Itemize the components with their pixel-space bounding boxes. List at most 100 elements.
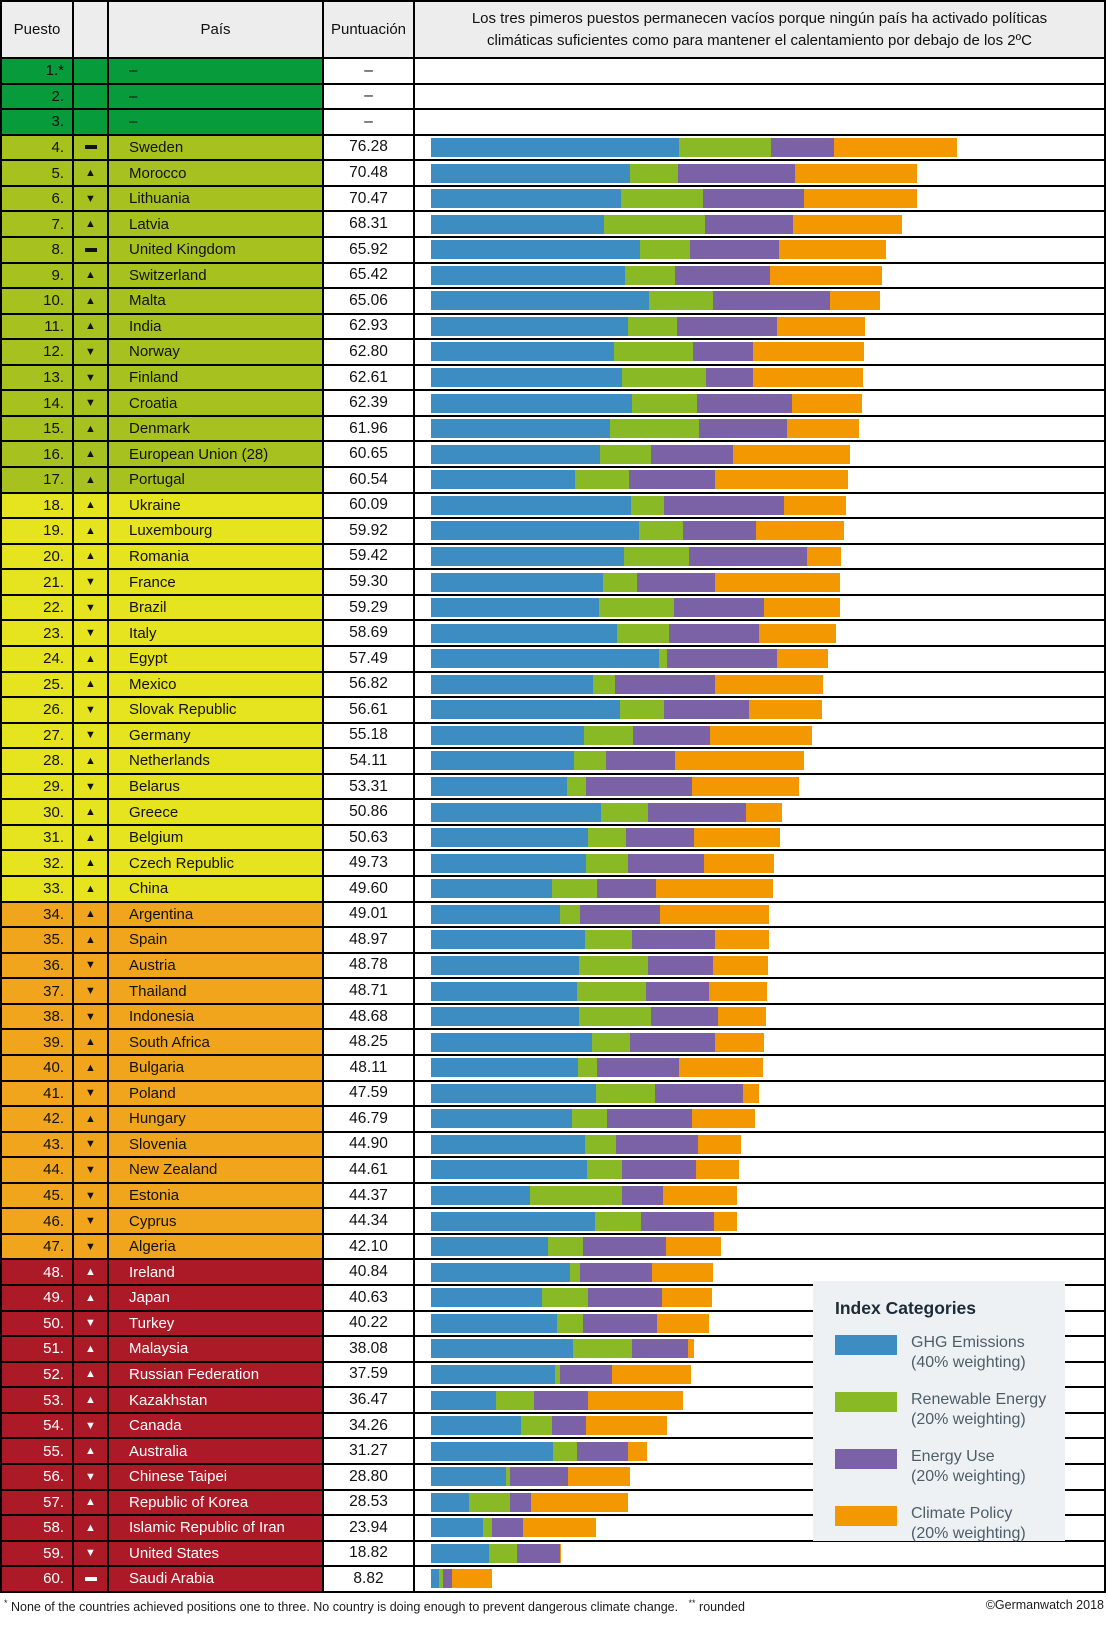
- bar-segment-energy-use: [534, 1390, 589, 1410]
- country-cell: Slovenia: [109, 1132, 324, 1157]
- bar-chart-cell: [415, 237, 1104, 262]
- bar-segment-energy-use: [690, 240, 780, 260]
- rank-cell: 14.: [2, 391, 74, 415]
- bar-segment-renewable: [584, 1134, 616, 1154]
- bar-segment-energy-use: [606, 1109, 693, 1129]
- bar-segment-climate-policy: [662, 1186, 738, 1206]
- bar-segment-renewable: [620, 189, 703, 209]
- country-cell: Bulgaria: [109, 1055, 324, 1080]
- country-cell: –: [109, 59, 324, 83]
- bar-segment-climate-policy: [531, 1492, 628, 1512]
- trend-same-icon: [74, 135, 109, 160]
- rank-cell: 33.: [2, 877, 74, 901]
- bar-segment-climate-policy: [691, 777, 799, 797]
- bar-segment-ghg: [431, 444, 601, 464]
- bar-chart-cell: [415, 902, 1104, 927]
- stacked-bar: [431, 853, 774, 873]
- score-cell: 28.80: [324, 1464, 415, 1489]
- table-row: 23. ▼ Italy 58.69: [2, 621, 1104, 647]
- table-row: 59. ▼ United States 18.82: [2, 1541, 1104, 1568]
- rank-cell: 37.: [2, 979, 74, 1003]
- rank-cell: 6.: [2, 186, 74, 211]
- bar-segment-energy-use: [663, 495, 785, 515]
- bar-segment-energy-use: [627, 853, 704, 873]
- bar-chart-cell: [415, 877, 1104, 901]
- bar-chart-cell: [415, 570, 1104, 594]
- stacked-bar: [431, 751, 805, 771]
- bar-segment-renewable: [622, 368, 707, 388]
- trend-up-icon: ▲: [74, 544, 109, 569]
- trend-up-icon: ▲: [74, 314, 109, 339]
- trend-down-icon: ▼: [74, 1541, 109, 1566]
- score-cell: 62.93: [324, 314, 415, 339]
- bar-segment-renewable: [600, 802, 649, 822]
- country-cell: Australia: [109, 1439, 324, 1463]
- bar-segment-renewable: [574, 470, 630, 490]
- table-row: 30. ▲ Greece 50.86: [2, 800, 1104, 826]
- rank-cell: 59.: [2, 1541, 74, 1566]
- bar-chart-cell: [415, 774, 1104, 799]
- bar-segment-ghg: [431, 802, 601, 822]
- score-cell: 48.11: [324, 1055, 415, 1080]
- stacked-bar: [431, 1390, 683, 1410]
- stacked-bar: [431, 1313, 710, 1333]
- score-cell: 62.61: [324, 365, 415, 390]
- bar-chart-cell: [415, 59, 1104, 83]
- country-cell: Austria: [109, 953, 324, 978]
- trend-up-icon: ▲: [74, 800, 109, 824]
- rank-cell: 44.: [2, 1158, 74, 1182]
- bar-segment-climate-policy: [692, 1109, 755, 1129]
- bar-segment-renewable: [576, 981, 646, 1001]
- country-cell: –: [109, 110, 324, 134]
- country-cell: France: [109, 570, 324, 594]
- bar-segment-renewable: [595, 1083, 655, 1103]
- trend-up-icon: ▲: [74, 1490, 109, 1515]
- rank-cell: 30.: [2, 800, 74, 824]
- country-cell: Denmark: [109, 416, 324, 441]
- bar-segment-energy-use: [663, 700, 750, 720]
- score-cell: 8.82: [324, 1567, 415, 1591]
- trend-empty-cell: [74, 110, 109, 134]
- bar-segment-climate-policy: [742, 1083, 760, 1103]
- table-row: 48. ▲ Ireland 40.84: [2, 1260, 1104, 1286]
- table-row: 12. ▼ Norway 62.80: [2, 340, 1104, 366]
- bar-segment-ghg: [431, 1186, 531, 1206]
- country-cell: China: [109, 877, 324, 901]
- country-cell: Cyprus: [109, 1209, 324, 1233]
- stacked-bar: [431, 495, 846, 515]
- country-cell: Malta: [109, 289, 324, 313]
- bar-segment-energy-use: [606, 751, 676, 771]
- trend-up-icon: ▲: [74, 902, 109, 927]
- country-cell: Finland: [109, 365, 324, 390]
- country-cell: Ireland: [109, 1260, 324, 1284]
- country-cell: South Africa: [109, 1030, 324, 1054]
- trend-up-icon: ▲: [74, 1388, 109, 1412]
- rank-cell: 23.: [2, 621, 74, 645]
- stacked-bar: [431, 1262, 713, 1282]
- table-row: 3. – –: [2, 110, 1104, 136]
- rank-cell: 3.: [2, 110, 74, 134]
- bar-chart-cell: [415, 1055, 1104, 1080]
- bar-segment-energy-use: [677, 316, 778, 336]
- bar-segment-ghg: [431, 853, 587, 873]
- legend-item: Climate Policy (20% weighting): [835, 1504, 1055, 1545]
- trend-down-icon: ▼: [74, 979, 109, 1003]
- bar-chart-cell: [415, 314, 1104, 339]
- bar-segment-renewable: [554, 1364, 561, 1384]
- trend-up-icon: ▲: [74, 1107, 109, 1131]
- bar-segment-climate-policy: [733, 444, 850, 464]
- score-cell: 55.18: [324, 723, 415, 748]
- rank-cell: 21.: [2, 570, 74, 594]
- bar-segment-ghg: [431, 342, 614, 362]
- stacked-bar: [431, 419, 859, 439]
- stacked-bar: [431, 342, 865, 362]
- rank-cell: 40.: [2, 1055, 74, 1080]
- trend-up-icon: ▲: [74, 416, 109, 441]
- stacked-bar: [431, 189, 918, 209]
- bar-segment-renewable: [530, 1186, 623, 1206]
- bar-segment-energy-use: [651, 1007, 719, 1027]
- table-row: 21. ▼ France 59.30: [2, 570, 1104, 596]
- bar-segment-energy-use: [648, 802, 746, 822]
- table-header: Puesto País Puntuación Los tres pimeros …: [2, 2, 1104, 59]
- trend-up-icon: ▲: [74, 1030, 109, 1054]
